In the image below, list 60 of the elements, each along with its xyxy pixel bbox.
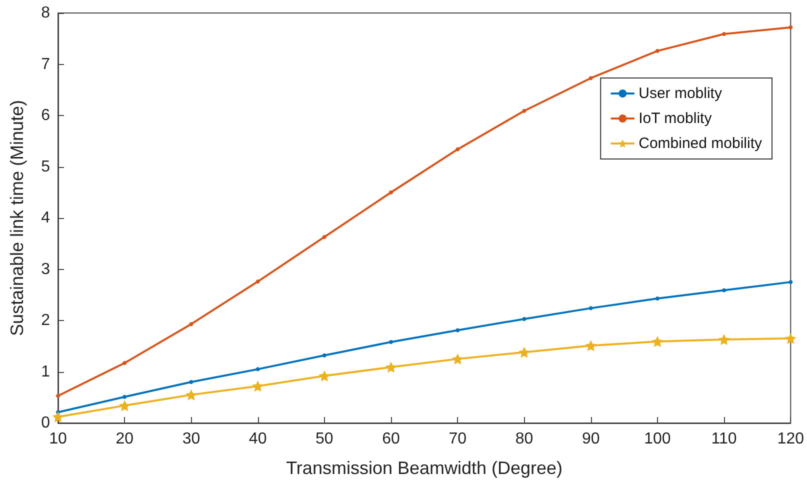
point: [389, 190, 394, 194]
point: [252, 380, 264, 392]
x-tick-label: 70: [448, 430, 467, 448]
x-tick-label: 30: [182, 430, 200, 448]
point: [718, 334, 730, 345]
point: [186, 389, 197, 400]
x-tick-label: 100: [644, 430, 671, 448]
point: [522, 316, 526, 321]
point: [652, 336, 663, 348]
legend-label: IoT moblity: [638, 110, 712, 127]
point: [52, 411, 64, 422]
point: [452, 353, 464, 364]
x-tick-label: 40: [248, 430, 267, 448]
point: [389, 340, 394, 344]
y-tick-label: 6: [41, 107, 50, 124]
y-tick-label: 8: [41, 4, 50, 22]
point: [655, 296, 660, 300]
x-tick-label: 120: [777, 430, 804, 448]
point: [386, 362, 397, 373]
y-axis-title: Sustainable link time (Minute): [7, 100, 27, 336]
x-tick-label: 20: [116, 430, 134, 448]
point: [122, 394, 127, 399]
point: [256, 367, 260, 372]
point: [785, 332, 796, 344]
point: [322, 234, 326, 239]
y-tick-label: 3: [41, 260, 50, 278]
point: [456, 328, 460, 332]
y-tick-label: 1: [41, 363, 50, 380]
x-axis-title: Transmission Beamwidth (Degree): [286, 458, 563, 478]
point: [588, 76, 593, 80]
point: [189, 380, 194, 384]
point: [456, 147, 460, 152]
x-tick-label: 60: [382, 430, 400, 448]
x-tick-label: 110: [711, 430, 737, 448]
point: [189, 322, 194, 326]
legend-label: Combined mobility: [638, 135, 762, 152]
x-tick-label: 10: [49, 430, 67, 448]
point: [322, 353, 326, 358]
point: [588, 306, 593, 310]
point: [655, 48, 660, 53]
point: [256, 280, 260, 284]
point: [522, 108, 526, 113]
y-tick-label: 7: [41, 56, 50, 73]
point: [56, 394, 60, 398]
y-tick-label: 2: [41, 312, 50, 329]
x-tick-label: 90: [582, 430, 600, 448]
point: [318, 370, 330, 382]
y-tick-label: 5: [41, 158, 50, 176]
y-tick-label: 4: [41, 210, 50, 226]
point: [722, 32, 726, 36]
point: [722, 288, 726, 292]
point: [518, 346, 530, 358]
legend-label: User moblity: [638, 85, 722, 102]
x-tick-label: 80: [515, 430, 534, 448]
y-tick-label: 0: [41, 414, 50, 432]
point: [788, 25, 793, 30]
x-tick-label: 50: [316, 430, 334, 448]
point: [585, 340, 596, 352]
point: [122, 361, 127, 366]
point: [788, 280, 793, 284]
